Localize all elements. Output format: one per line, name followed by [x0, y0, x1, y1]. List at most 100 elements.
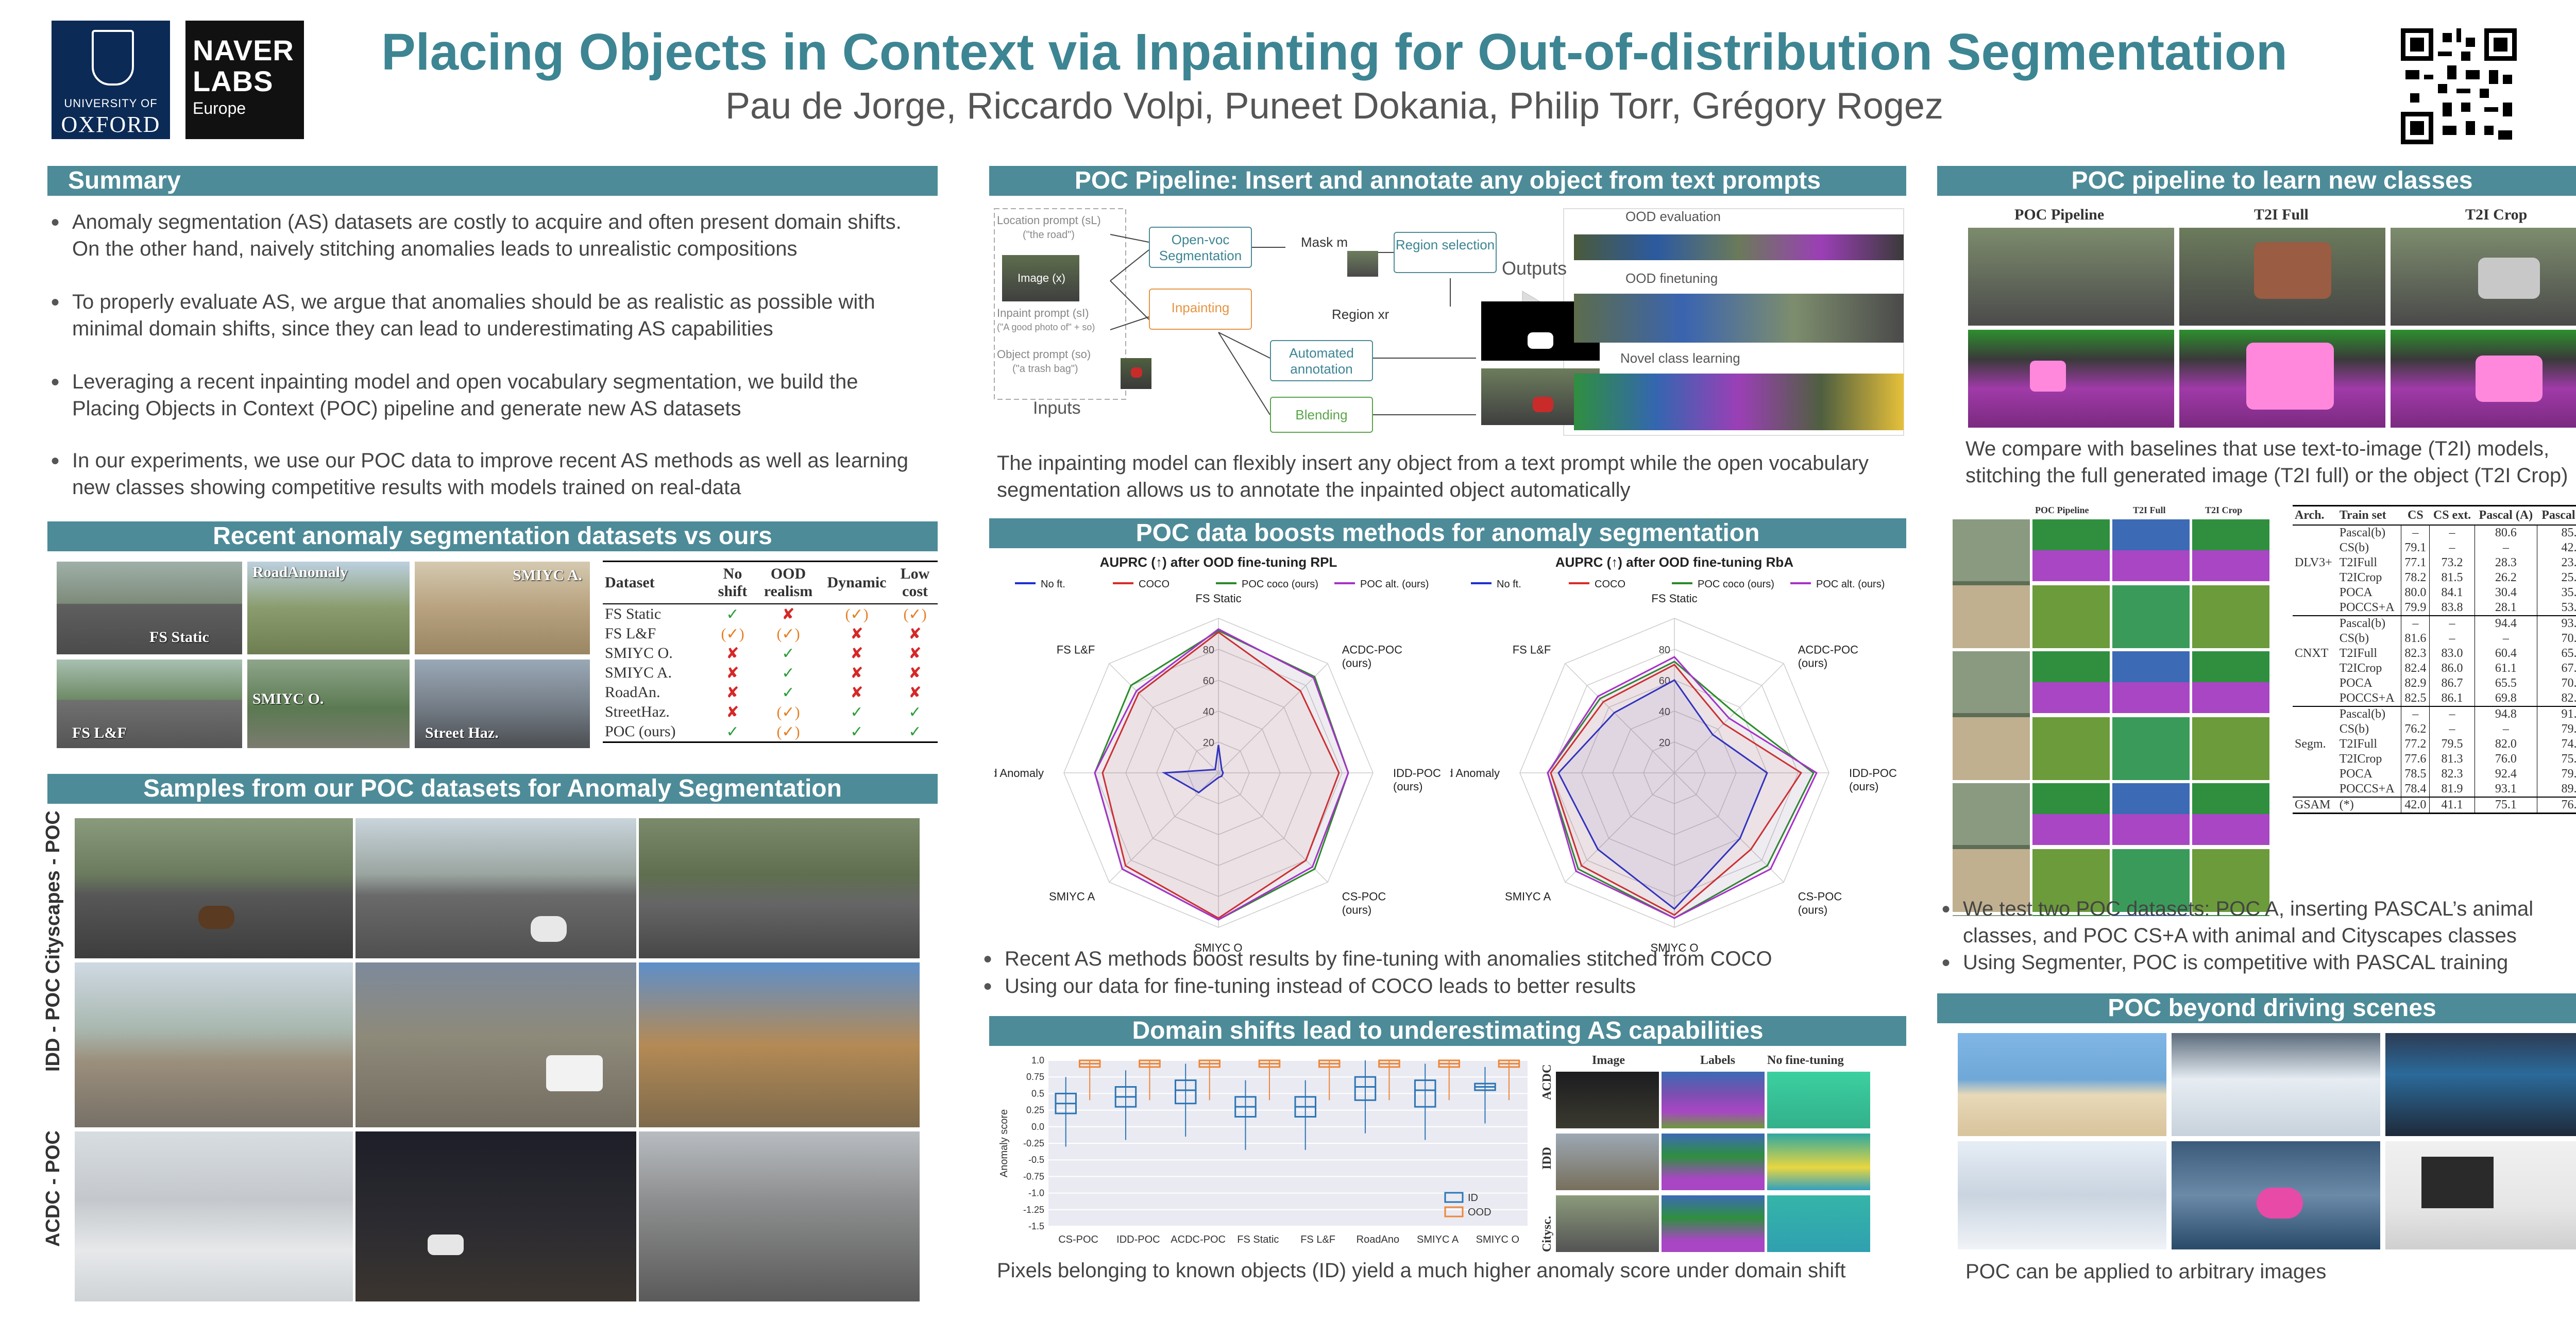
dataset-cell: (✓) [776, 625, 800, 642]
input-image: Image (x) [1002, 255, 1079, 301]
newclasses-bullet-2: Using Segmenter, POC is competitive with… [1941, 949, 2576, 976]
results-train-set: (*) [2339, 798, 2354, 811]
results-cell: 81.6 [2401, 631, 2430, 646]
results-arch [2293, 752, 2337, 767]
pipeline-diagram: Location prompt (sL) ("the road") Image … [992, 204, 1909, 446]
box-tick-label: 0.0 [1031, 1122, 1044, 1132]
radar-series-no-ft- [1557, 679, 1768, 910]
inpaint-prompt: Inpaint prompt (sI) [997, 307, 1089, 319]
dataset-row: FS L&F (✓) (✓) ✘ ✘ [603, 624, 938, 644]
results-cell: 77.1 [2401, 555, 2430, 570]
box-tick-label: -0.25 [1023, 1138, 1044, 1148]
dataset-cell: ✓ [782, 645, 795, 662]
automated-annotation-box: Automated annotation [1270, 340, 1373, 381]
dataset-name: POC (ours) [605, 723, 676, 740]
results-train-set: T2IFull [2339, 647, 2378, 660]
results-cell: 82.4 [2401, 661, 2430, 676]
results-train-set: POCA [2339, 677, 2372, 690]
box-id [1234, 1096, 1257, 1118]
sample-cs-3 [639, 818, 920, 958]
box-category-label: RoadAno [1357, 1234, 1399, 1245]
radar-spoke [1218, 663, 1328, 773]
results-arch [2293, 616, 2337, 631]
newclasses-caption: We compare with baselines that use text-… [1965, 437, 2568, 487]
radar-category-label: Road Anomaly [1450, 767, 1500, 780]
results-cell: 79.1 [2536, 767, 2576, 782]
box-legend-label: OOD [1468, 1207, 1492, 1218]
results-cell: – [2429, 540, 2475, 555]
results-train-set: POCCS+A [2339, 691, 2395, 705]
results-cell: 86.0 [2429, 661, 2475, 676]
dataset-row: SMIYC O. ✘ ✓ ✘ ✘ [603, 644, 938, 663]
box-tick-label: -0.5 [1028, 1155, 1044, 1165]
col-cs-ext: CS ext. [2433, 509, 2471, 522]
results-cell: 60.4 [2474, 646, 2537, 661]
location-prompt-example: ("the road") [1023, 229, 1075, 241]
results-arch [2293, 525, 2337, 540]
box-ood [1498, 1059, 1520, 1068]
results-row: T2ICrop 78.281.526.225.1 [2293, 570, 2576, 585]
radar-spoke [1218, 772, 1328, 883]
results-train-set: Pascal(b) [2339, 617, 2386, 630]
oxford-crest-icon [92, 30, 134, 86]
results-cell: – [2401, 525, 2430, 540]
dataset-cell: ✓ [850, 723, 863, 740]
results-cell: 67.6 [2536, 661, 2576, 676]
box-id [1354, 1076, 1377, 1101]
boosts-heading: POC data boosts methods for anomaly segm… [989, 518, 1906, 548]
dataset-name: FS Static [605, 605, 662, 622]
summary-bullet-4: In our experiments, we use our POC data … [50, 447, 927, 501]
results-arch: GSAM [2295, 798, 2331, 811]
box-tick-label: 0.25 [1026, 1105, 1044, 1115]
box-id [1414, 1079, 1436, 1108]
results-arch [2293, 676, 2337, 691]
results-arch: Segm. [2295, 737, 2326, 751]
dataset-cell: ✘ [908, 684, 922, 701]
results-row: DLV3+ T2IFull 77.173.228.323.5 [2293, 555, 2576, 570]
dataset-row: FS Static ✓ ✘ (✓) (✓) [603, 604, 938, 624]
col-train-set: Train set [2339, 509, 2386, 522]
results-row: CNXT T2IFull 82.383.060.465.6 [2293, 646, 2576, 661]
newclasses-images: POC Pipeline T2I Full T2I Crop [1968, 206, 2576, 433]
results-cell: 85.8 [2536, 525, 2576, 540]
results-train-set: T2IFull [2339, 737, 2378, 751]
results-cell: 82.9 [2401, 676, 2430, 691]
box-ood [1378, 1059, 1400, 1068]
results-arch [2293, 585, 2337, 600]
results-arch [2293, 570, 2337, 585]
results-row: POCA 78.582.392.479.1 [2293, 767, 2576, 782]
dataset-cell: ✓ [850, 703, 863, 721]
photo-road-anomaly: RoadAnomaly [247, 562, 410, 654]
dataset-cell: ✓ [726, 605, 739, 623]
dataset-cell: ✘ [908, 645, 922, 662]
results-row: CS(b)79.1––42.2 [2293, 540, 2576, 555]
box-tick-label: 0.75 [1026, 1072, 1044, 1082]
grid-col-t2i-crop: T2I Crop [2205, 505, 2243, 515]
novel-class-strip [1574, 374, 1904, 430]
domain-row-acdc: ACDC [1540, 1064, 1554, 1100]
results-cell: 28.1 [2474, 600, 2537, 616]
results-cell: 82.3 [2429, 767, 2475, 782]
dataset-name: SMIYC O. [605, 645, 673, 662]
results-table: Arch. Train set CS CS ext. Pascal (A) Pa… [2293, 505, 2576, 814]
results-row: T2ICrop 77.681.376.075.4 [2293, 752, 2576, 767]
naver-logo-line3: Europe [193, 99, 246, 117]
blending-box: Blending [1270, 397, 1373, 433]
results-cell: – [2401, 706, 2430, 722]
results-cell: 91.4 [2536, 706, 2576, 722]
dataset-cell: ✘ [726, 684, 739, 701]
inputs-label: Inputs [1033, 398, 1081, 418]
results-cell: – [2474, 540, 2537, 555]
results-cell: 53.6 [2536, 600, 2576, 616]
results-cell: 25.1 [2536, 570, 2576, 585]
results-cell: 81.3 [2429, 752, 2475, 767]
dataset-cell: ✓ [782, 684, 795, 701]
dataset-row: POC (ours) ✓ (✓) ✓ ✓ [603, 722, 938, 742]
results-cell: 77.2 [2401, 737, 2430, 752]
results-arch [2293, 767, 2337, 782]
sample-acdc-1 [75, 1131, 353, 1301]
radar-title: AUPRC (↑) after OOD fine-tuning RbA [1555, 554, 1793, 570]
results-cell: 80.0 [2401, 585, 2430, 600]
qr-code[interactable] [2401, 28, 2517, 144]
box-id [1294, 1096, 1316, 1118]
